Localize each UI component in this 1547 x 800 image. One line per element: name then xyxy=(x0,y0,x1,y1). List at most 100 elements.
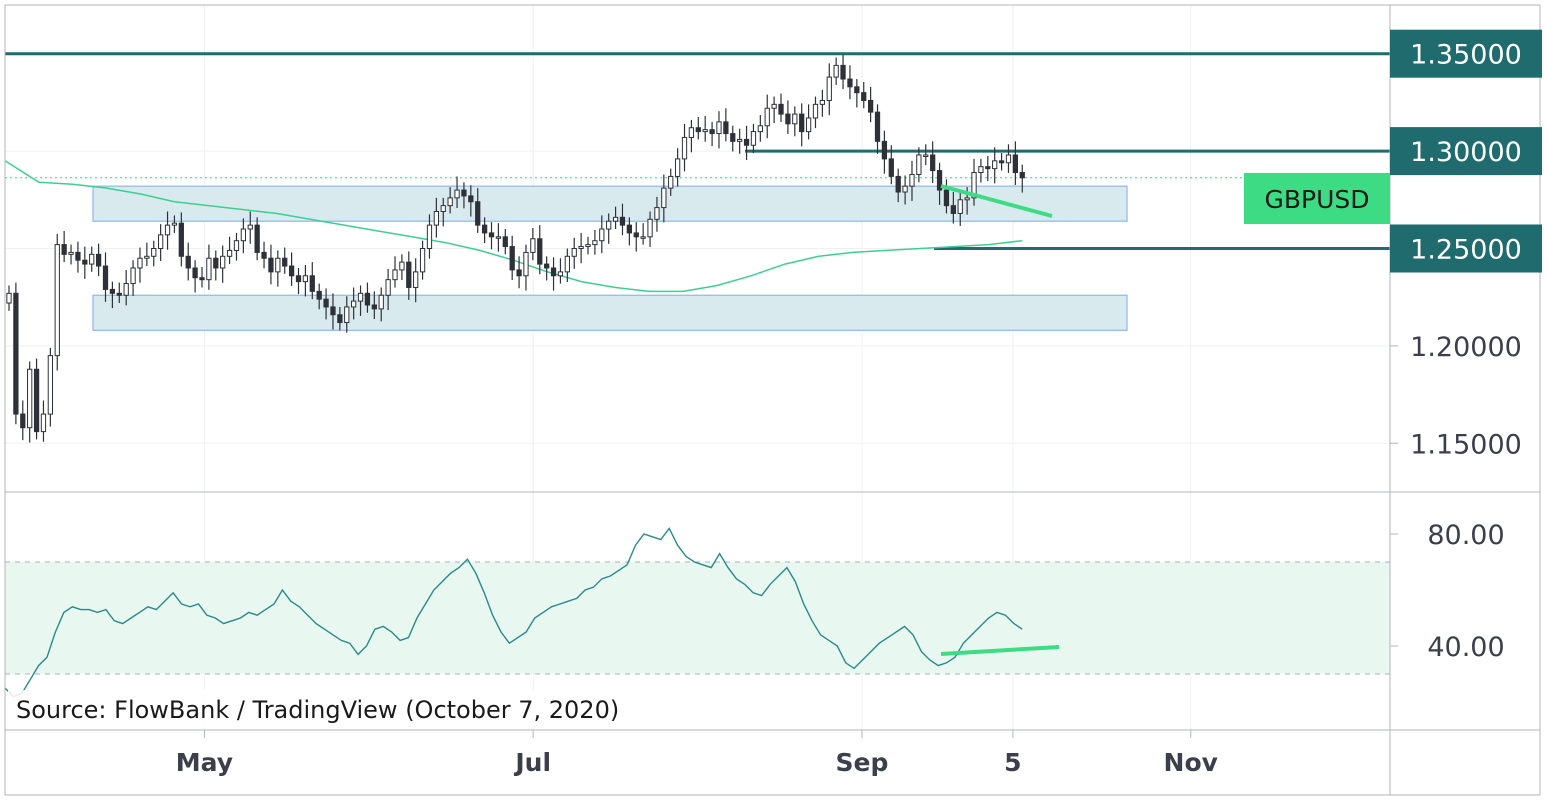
source-caption: Source: FlowBank / TradingView (October … xyxy=(16,696,619,724)
candle-up xyxy=(923,154,929,157)
candle-down xyxy=(364,292,371,306)
candle-down xyxy=(785,113,791,125)
candle-up xyxy=(151,248,157,257)
symbol-badge xyxy=(1244,173,1390,224)
candle-up xyxy=(447,197,453,207)
candle-down xyxy=(799,113,805,133)
candle-down xyxy=(502,236,508,248)
candle-up xyxy=(158,234,164,249)
outer-border xyxy=(4,4,1541,796)
candle-down xyxy=(723,121,729,135)
candle-up xyxy=(137,257,143,269)
candle-up xyxy=(226,249,233,257)
candle-down xyxy=(695,127,701,133)
candle-down xyxy=(888,158,894,177)
candle-down xyxy=(943,189,950,207)
candle-up xyxy=(992,160,998,170)
candle-up xyxy=(144,255,150,259)
candle-up xyxy=(661,187,667,209)
candle-up xyxy=(585,244,591,248)
candle-up xyxy=(247,224,253,230)
candle-down xyxy=(116,292,122,296)
candle-up xyxy=(750,131,757,146)
candle-up xyxy=(571,248,577,257)
candle-up xyxy=(6,292,12,304)
candle-down xyxy=(881,140,888,160)
candle-up xyxy=(357,292,364,302)
candle-down xyxy=(633,232,639,238)
candle-up xyxy=(27,368,33,429)
candle-down xyxy=(192,267,198,279)
candle-up xyxy=(668,175,674,189)
candle-down xyxy=(481,224,488,234)
candle-down xyxy=(516,269,522,277)
price-trend-line xyxy=(940,184,1053,218)
candle-down xyxy=(282,257,288,267)
candle-down xyxy=(861,92,867,101)
candle-down xyxy=(261,251,267,259)
time-tick-label: May xyxy=(176,748,233,777)
level-badge-bg xyxy=(1390,127,1542,176)
candle-up xyxy=(592,240,598,246)
candle-down xyxy=(998,160,1005,164)
candle-up xyxy=(564,255,570,273)
candle-down xyxy=(730,133,736,142)
candle-up xyxy=(171,222,178,226)
candle-up xyxy=(220,255,226,269)
rsi-band xyxy=(5,561,1390,675)
candle-up xyxy=(302,275,309,283)
level-badge-label: 1.35000 xyxy=(1410,40,1522,71)
candle-up xyxy=(833,64,839,78)
candle-down xyxy=(254,224,260,253)
rsi-tick-label: 80.00 xyxy=(1427,520,1504,551)
candle-down xyxy=(743,138,750,146)
candle-up xyxy=(640,236,646,239)
candle-down xyxy=(537,238,543,265)
candle-up xyxy=(654,207,660,220)
candle-up xyxy=(902,185,908,193)
candle-down xyxy=(75,251,81,261)
candle-down xyxy=(337,314,343,324)
level-badge-label: 1.30000 xyxy=(1410,137,1522,168)
candle-up xyxy=(757,125,763,133)
candle-up xyxy=(909,173,915,187)
candle-down xyxy=(288,265,295,277)
candle-up xyxy=(681,136,688,160)
candle-down xyxy=(509,246,515,271)
candle-down xyxy=(1012,154,1019,174)
candle-up xyxy=(399,261,405,271)
candle-up xyxy=(716,121,722,135)
candle-up xyxy=(392,269,398,281)
candle-up xyxy=(1005,154,1012,164)
candle-up xyxy=(378,294,384,310)
candle-up xyxy=(440,205,446,212)
candle-up xyxy=(68,251,74,255)
candle-up xyxy=(454,189,460,199)
candle-down xyxy=(371,304,377,310)
candle-up xyxy=(557,271,564,277)
price-axis: 1.15000 1.20000 80.00 40.00 xyxy=(1390,332,1522,663)
level-badge-label: 1.25000 xyxy=(1410,235,1522,266)
candle-down xyxy=(840,64,846,80)
candle-down xyxy=(61,244,67,255)
candle-up xyxy=(771,103,777,109)
candle-up xyxy=(123,283,129,296)
source-backdrop xyxy=(8,690,658,728)
support-zone xyxy=(92,185,1128,222)
candle-down xyxy=(847,78,853,88)
candle-up xyxy=(764,107,770,127)
candle-up xyxy=(275,257,281,273)
candle-down xyxy=(488,232,495,238)
candle-up xyxy=(606,220,612,230)
candle-up xyxy=(737,138,743,142)
support-zone xyxy=(92,294,1128,331)
candle-up xyxy=(674,158,681,177)
candle-up xyxy=(612,216,619,222)
candle-up xyxy=(344,306,350,324)
rsi-trend-line xyxy=(940,645,1060,656)
candle-down xyxy=(936,170,943,191)
candle-down xyxy=(199,277,205,281)
candle-down xyxy=(406,261,412,288)
price-tick-label: 1.15000 xyxy=(1410,429,1522,460)
